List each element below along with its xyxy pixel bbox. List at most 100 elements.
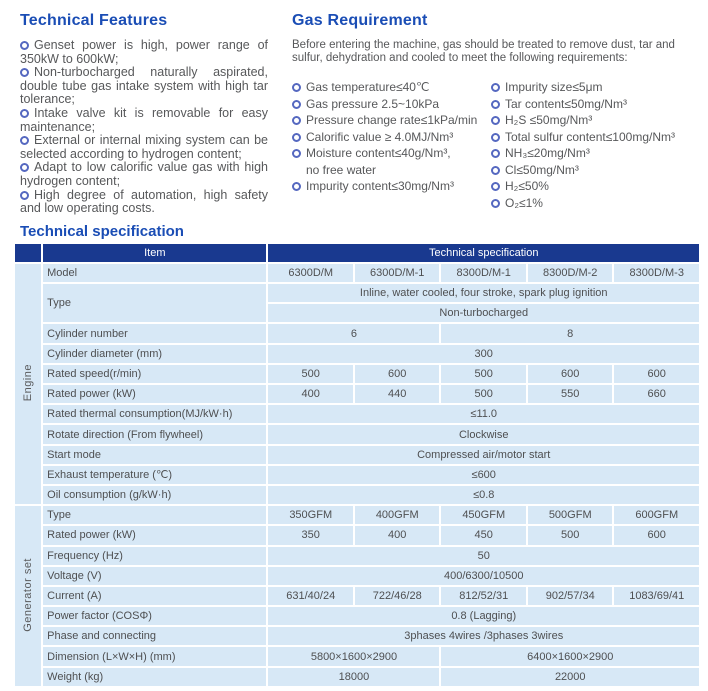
- value-cell: 8300D/M-3: [614, 263, 699, 283]
- gas-requirement-title: Gas Requirement: [292, 12, 428, 29]
- gas-bullet-item: NH₃≤20mg/Nm³: [491, 145, 700, 162]
- value-cell: 8300D/M-2: [527, 263, 613, 283]
- gas-bullet-text: Impurity size≤5μm: [505, 80, 603, 94]
- value-cell: 450: [441, 526, 526, 545]
- value-cell: ≤0.8: [268, 485, 699, 505]
- value-cell: ≤600: [268, 465, 699, 484]
- bullet-icon: [292, 99, 301, 109]
- spec-row: Rated thermal consumption(MJ/kW·h) ≤11.0: [15, 405, 699, 424]
- value-cell: 550: [527, 385, 613, 404]
- value-cell: 0.8 (Lagging): [268, 607, 699, 626]
- gas-bullet-item: Impurity size≤5μm: [491, 79, 700, 96]
- bullet-icon: [491, 149, 500, 158]
- value-cell: 400GFM: [354, 506, 440, 525]
- value-cell: Inline, water cooled, four stroke, spark…: [268, 284, 699, 303]
- spec-row: Cylinder number 6 8: [15, 324, 699, 343]
- gas-bullet-item: Calorific value ≥ 4.0MJ/Nm³: [292, 129, 491, 146]
- value-cell: 22000: [441, 667, 699, 686]
- value-cell: 902/57/34: [527, 586, 613, 606]
- gas-bullet-text: Total sulfur content≤100mg/Nm³: [505, 129, 675, 144]
- bullet-icon: [292, 116, 301, 125]
- spec-header-item: Item: [43, 243, 267, 262]
- item-cell: Type: [43, 284, 267, 323]
- spec-header-row: Item Technical specification: [15, 243, 699, 262]
- spec-row: Phase and connecting 3phases 4wires /3pha…: [15, 627, 699, 646]
- spec-row: Exhaust temperature (℃) ≤600: [15, 465, 699, 484]
- value-cell: 8: [441, 324, 699, 343]
- item-cell: Rated thermal consumption(MJ/kW·h): [43, 405, 267, 424]
- group-label-cell: Generator set: [15, 506, 42, 686]
- spec-row: Dimension (L×W×H) (mm) 5800×1600×2900 6400…: [15, 647, 699, 666]
- value-cell: 631/40/24: [268, 586, 353, 606]
- item-cell: Power factor (COSΦ): [43, 607, 267, 626]
- technical-features-list: Genset power is high, power range of 350…: [20, 38, 268, 216]
- value-cell: Clockwise: [268, 425, 699, 444]
- value-cell: 600: [527, 364, 613, 384]
- spec-row: Rated speed(r/min) 500 600 500 600 600: [15, 364, 699, 384]
- feature-item: External or internal mixing system can b…: [20, 133, 268, 161]
- item-cell: Frequency (Hz): [43, 546, 267, 565]
- value-cell: Non-turbocharged: [268, 304, 699, 323]
- bullet-icon: [491, 99, 500, 109]
- value-cell: 400: [354, 526, 440, 545]
- item-cell: Cylinder number: [43, 324, 267, 343]
- item-cell: Phase and connecting: [43, 627, 267, 646]
- feature-text: Adapt to low calorific value gas with hi…: [20, 160, 268, 188]
- gas-bullet-text: O₂≤1%: [505, 195, 543, 210]
- feature-item: High degree of automation, high safety a…: [20, 188, 268, 216]
- gas-bullet-item: Tar content≤50mg/Nm³: [491, 96, 700, 113]
- item-cell: Current (A): [43, 586, 267, 606]
- bullet-icon: [20, 163, 29, 173]
- value-cell: 812/52/31: [441, 586, 526, 606]
- feature-item: Intake valve kit is removable for easy m…: [20, 105, 268, 134]
- spec-row: Power factor (COSΦ) 0.8 (Lagging): [15, 607, 699, 626]
- spec-row: Frequency (Hz) 50: [15, 546, 699, 565]
- value-cell: 600GFM: [614, 506, 699, 525]
- gas-bullet-text: Pressure change rate≤1kPa/min: [306, 113, 478, 127]
- spec-row: Generator set Type 350GFM 400GFM 450GFM 500GF…: [15, 506, 699, 686]
- spec-row: Type Inline, water cooled, four stroke, s…: [15, 284, 699, 323]
- bullet-icon: [491, 116, 500, 125]
- value-cell: 450GFM: [441, 506, 526, 525]
- value-cell: 660: [614, 385, 699, 404]
- value-cell: 1083/69/41: [614, 586, 699, 606]
- bullet-icon: [20, 68, 29, 78]
- gas-bullet-text: Gas pressure 2.5~10kPa: [306, 96, 440, 111]
- bullet-icon: [292, 132, 301, 142]
- gas-bullet-item: Impurity content≤30mg/Nm³: [292, 178, 491, 195]
- gas-bullet-item: Total sulfur content≤100mg/Nm³: [491, 129, 700, 146]
- spec-row: Rated power (kW) 350 400 450 500 600: [15, 526, 699, 545]
- gas-bullet-item: Pressure change rate≤1kPa/min: [292, 112, 491, 129]
- value-cell: 350GFM: [268, 506, 353, 525]
- feature-item: Adapt to low calorific value gas with hi…: [20, 161, 268, 188]
- gas-requirement-intro: Before entering the machine, gas should …: [292, 39, 675, 64]
- item-cell: Rated power (kW): [43, 385, 267, 404]
- spec-row: Current (A) 631/40/24 722/46/28 812/52/31 90…: [15, 586, 699, 606]
- feature-text: Intake valve kit is removable for easy m…: [20, 105, 268, 134]
- bullet-icon: [292, 83, 301, 92]
- bullet-icon: [20, 108, 29, 118]
- value-cell: 6300D/M-1: [354, 263, 440, 283]
- value-cell: 500: [441, 364, 526, 384]
- bullet-icon: [292, 149, 301, 158]
- group-label-cell: Engine: [15, 263, 42, 505]
- gas-bullet-item: O₂≤1%: [491, 195, 700, 212]
- value-cell: 500: [527, 526, 613, 545]
- item-cell: Rated power (kW): [43, 526, 267, 545]
- item-cell: Voltage (V): [43, 566, 267, 585]
- gas-bullet-text: NH₃≤20mg/Nm³: [505, 146, 590, 160]
- spec-row: Start mode Compressed air/motor start: [15, 445, 699, 464]
- item-cell: Cylinder diameter (mm): [43, 344, 267, 363]
- gas-requirement-lists: Gas temperature≤40℃ Gas pressure 2.5~10kP…: [292, 79, 700, 211]
- spec-header-spec: Technical specification: [268, 243, 699, 262]
- value-cell: Compressed air/motor start: [268, 445, 699, 464]
- gas-bullet-text: Impurity content≤30mg/Nm³: [306, 179, 454, 193]
- gas-bullet-item: H₂S ≤50mg/Nm³: [491, 112, 700, 129]
- item-cell: Type: [43, 506, 267, 525]
- value-cell: 600: [614, 526, 699, 545]
- spec-header-corner: [15, 243, 42, 262]
- item-cell: Exhaust temperature (℃): [43, 465, 267, 484]
- item-cell: Start mode: [43, 445, 267, 464]
- value-cell: 500: [268, 364, 353, 384]
- value-cell: 6300D/M: [268, 263, 353, 283]
